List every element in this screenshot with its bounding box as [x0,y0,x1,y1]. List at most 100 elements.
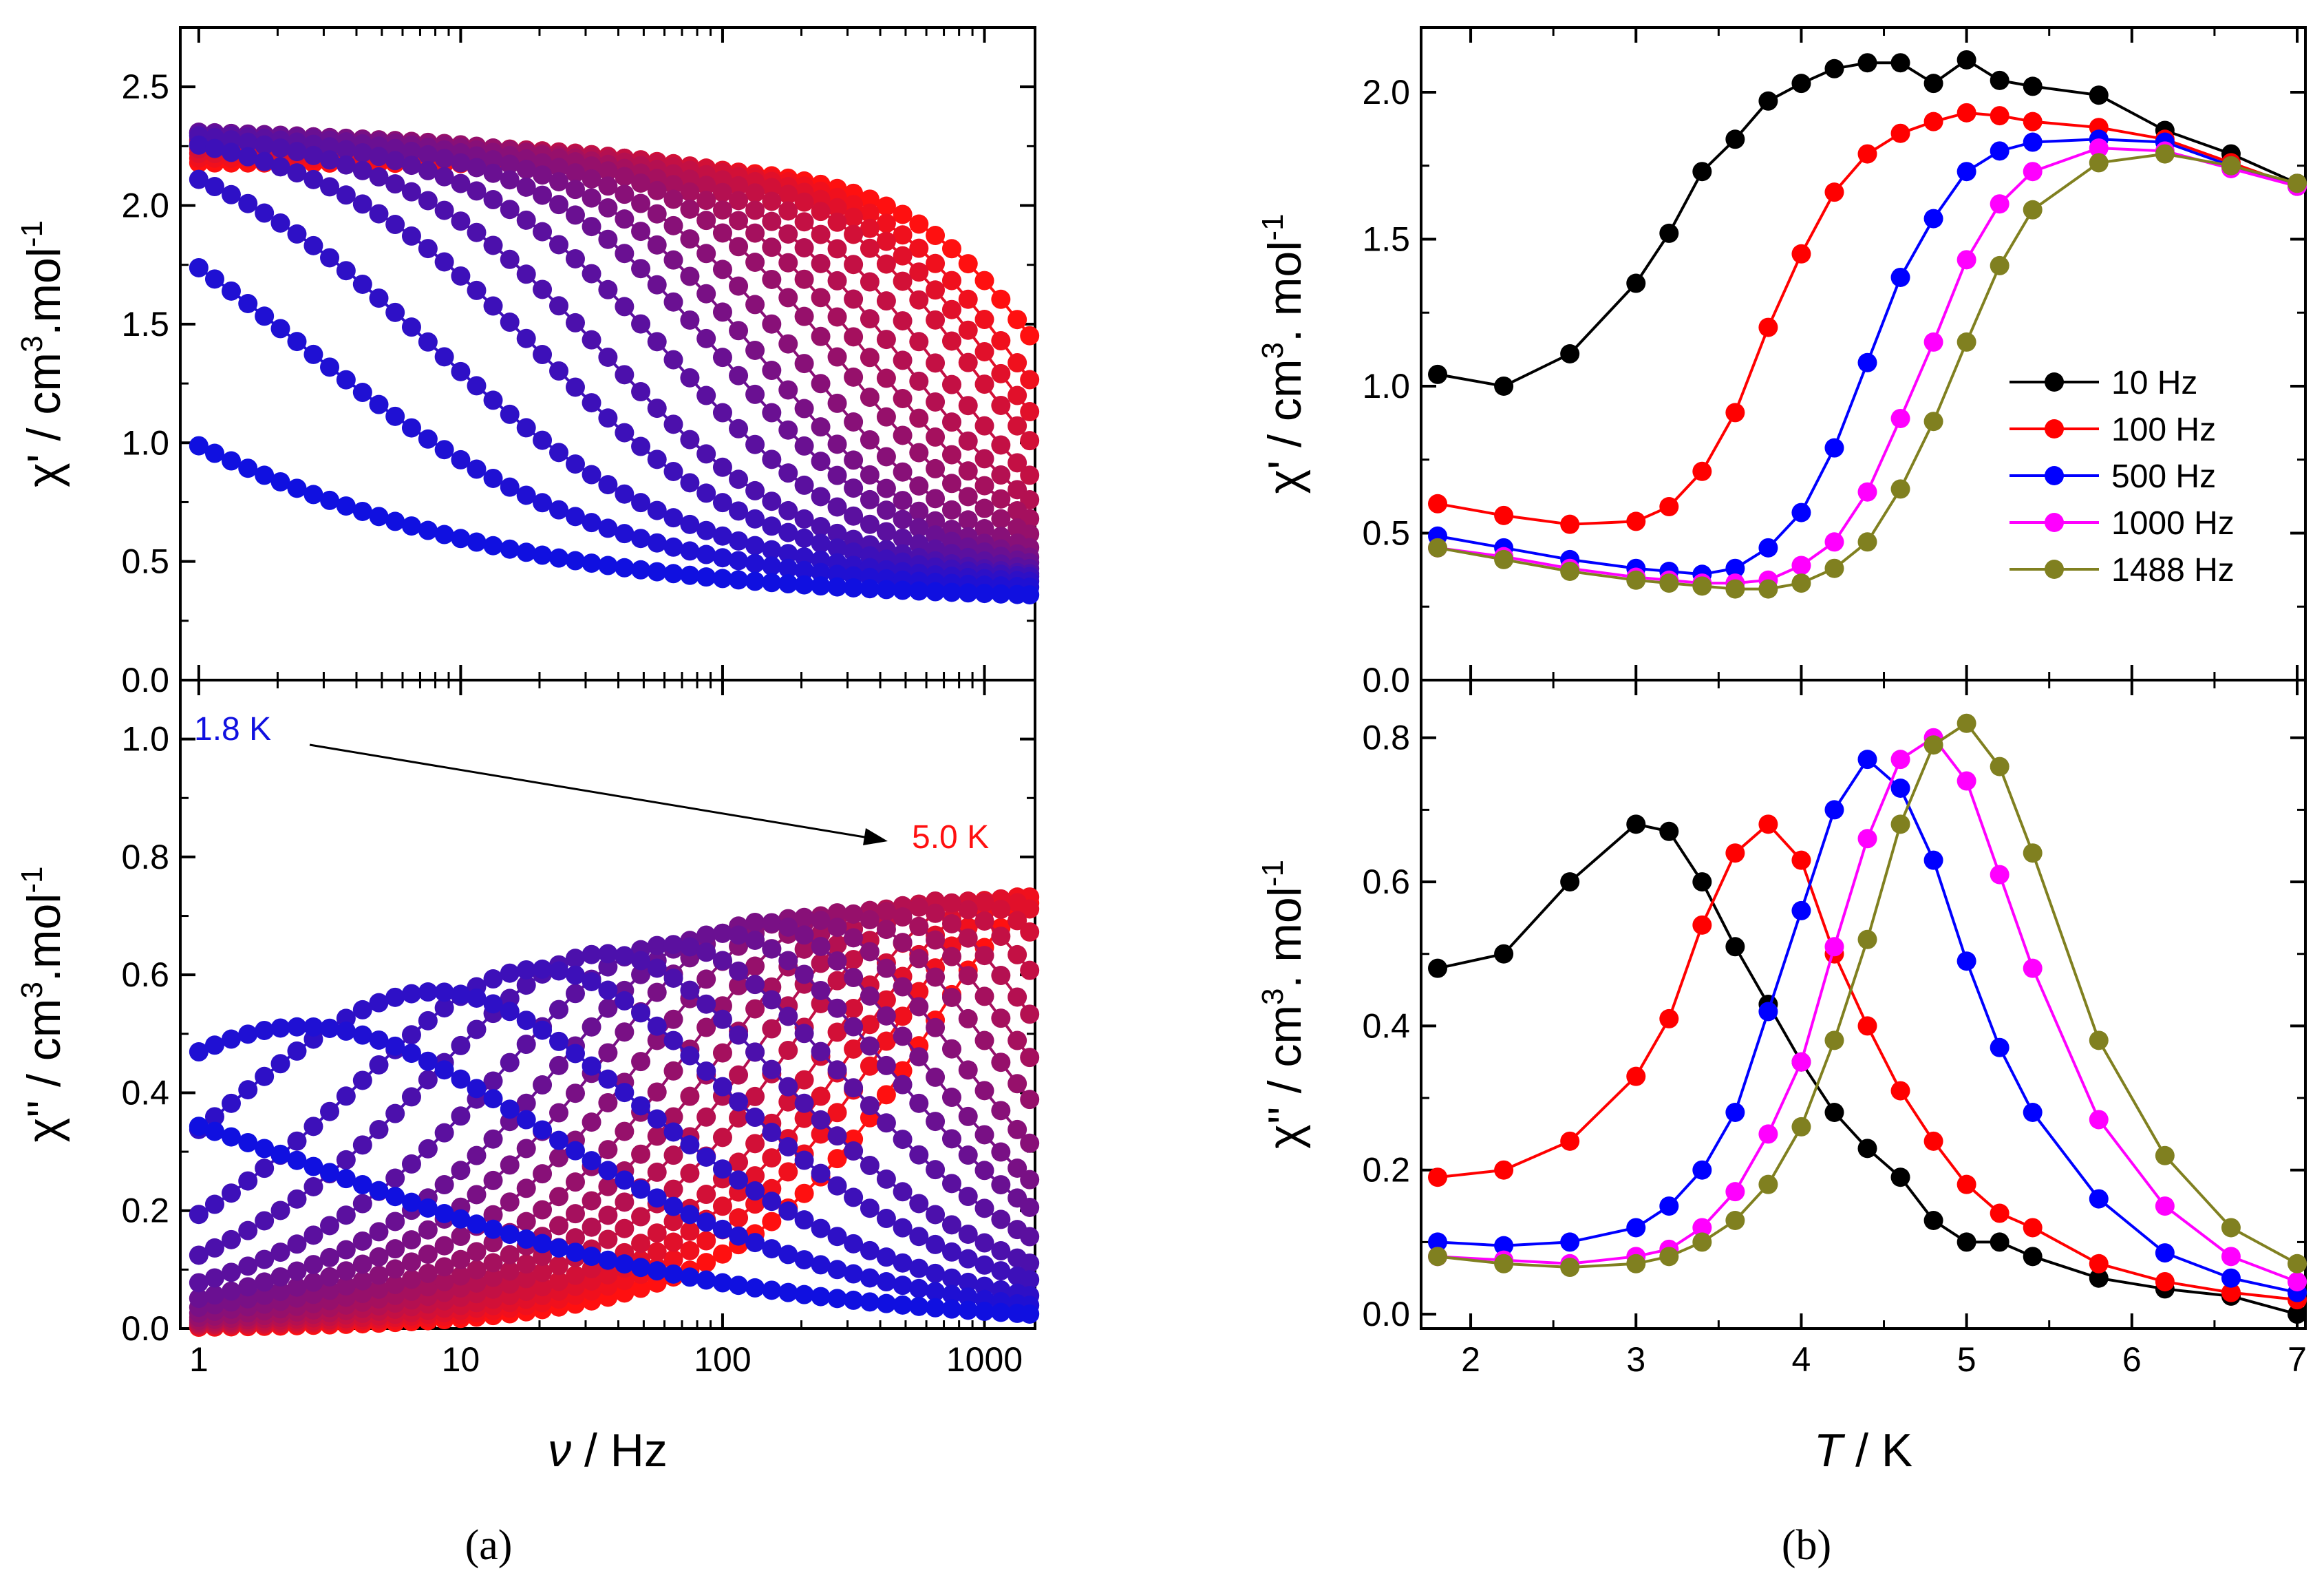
a-top-point [483,150,503,170]
a-bottom-point [238,1024,258,1044]
b_bottom-series-line [1437,822,2298,1302]
a-top-point [255,203,275,223]
legend-label: 1000 Hz [2111,505,2235,542]
a-top-point [434,525,454,544]
a-top-point [1020,326,1040,346]
a-top-point [762,573,782,593]
a-top-point [680,473,700,493]
a-top-point [729,237,749,257]
a-top-point [991,435,1011,455]
b_top-point [1626,570,1646,590]
b_bottom-point [2155,1196,2175,1216]
a-top-point [876,330,896,350]
b_bottom-point [1494,1236,1514,1256]
a-top-point [483,468,503,488]
a-bottom-point [778,1282,798,1302]
a-top-point [811,533,831,553]
a-bottom-point [860,1292,880,1312]
a-bottom-point [270,1018,290,1038]
a-top-point [615,297,635,317]
a-bottom-point [729,1276,749,1296]
a-top-point [762,211,782,231]
a-bottom-point [860,1036,880,1056]
a-bottom-point [876,1085,896,1105]
a-bottom-point [385,1168,405,1188]
a-bottom-point [663,935,683,955]
b_top-ytick-label: 0.5 [1362,514,1410,552]
a-top-point [401,418,421,438]
a-bottom-point [598,1229,618,1249]
b_top-point [1659,497,1679,517]
a-top-point [565,507,585,527]
a-bottom-point [385,1103,405,1123]
a-bottom-point [762,1059,782,1079]
a-top-point [926,458,946,478]
a-bottom-point [794,1284,814,1304]
a-bottom-point [729,1208,749,1228]
a-bottom-point [811,1086,831,1106]
a-top-point [696,328,716,348]
b_top-point [1824,182,1844,202]
a-bottom-point [811,1287,831,1307]
a-top-point [991,465,1011,485]
a-top-point [876,478,896,498]
a-top-point [320,137,340,157]
b_bottom-point [2023,1247,2043,1267]
b_top-point [1560,514,1580,534]
a-bottom-point [844,1187,864,1207]
a-bottom-point [385,1275,405,1295]
a-bottom-point [565,965,585,985]
a-bottom-point [712,923,732,943]
a-top-point [615,184,635,204]
a-top-point [926,353,946,373]
a-bottom-point [827,1149,847,1169]
a-top-point [565,205,585,225]
a-bottom-point [434,998,454,1018]
a-bottom-point [582,1217,601,1237]
a-bottom-point [974,893,994,913]
a-bottom-point [1020,1304,1040,1324]
a-top-point [500,539,520,559]
a-bottom-point [663,1030,683,1050]
a-bottom-point [696,1147,716,1167]
a-top-point [860,238,880,258]
b_bottom-point [1659,1196,1679,1216]
a-top-point [941,331,961,351]
b_bottom-point [1990,1037,2009,1057]
a-top-point [451,266,471,286]
a-top-point [974,310,994,330]
a-bottom-point [729,1025,749,1045]
a-bottom-point [483,1129,503,1149]
a-bottom-point [909,897,929,917]
legend-label: 10 Hz [2111,365,2197,401]
a-top-point [270,138,290,158]
a-bottom-point [1020,899,1040,919]
a-bottom-point [941,1299,961,1319]
a-top-point [385,302,405,322]
a-top-point [500,313,520,332]
a-bottom-point [434,982,454,1002]
a-bottom-point [352,1070,372,1090]
a-top-point [941,582,961,602]
a-bottom-point [958,1224,978,1244]
a_bottom-xtick-label: 100 [694,1340,751,1379]
a-top-point [958,510,978,530]
a-top-point [745,553,765,573]
a-top-point [893,462,913,482]
b_bottom-point [1758,1002,1778,1022]
b_bottom-point [1824,1103,1844,1122]
a-bottom-point [352,1000,372,1019]
a-bottom-point [631,964,651,984]
a-top-point [941,474,961,494]
a-bottom-point [991,1101,1011,1121]
a-top-point [811,562,831,582]
a-top-point [434,167,454,187]
a-bottom-point [516,1011,536,1030]
a-top-point [663,508,683,528]
a-bottom-point [270,1054,290,1074]
b_bottom-point [1791,1052,1811,1072]
a-bottom-point [860,1156,880,1176]
a-bottom-point [762,1239,782,1259]
b_bottom-point [1824,937,1844,957]
a-bottom-point [204,1035,224,1055]
